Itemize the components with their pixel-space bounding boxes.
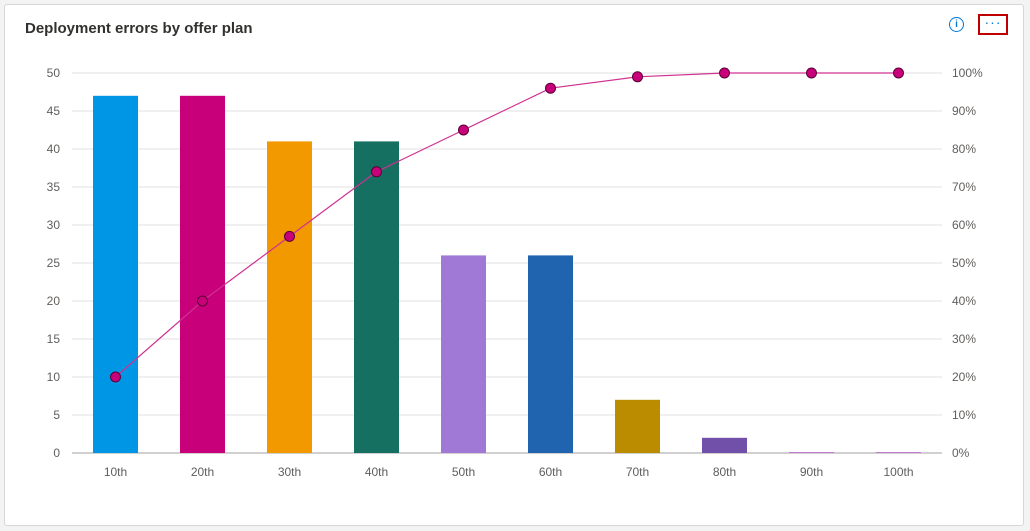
bar [702,437,747,453]
info-icon[interactable]: i [949,17,964,32]
line-marker [719,67,730,79]
y-tick-label: 45 [47,104,61,118]
y2-tick-label: 50% [952,256,976,270]
x-tick-label: 40th [365,465,388,479]
bar [267,141,312,453]
bar [441,255,486,453]
y-tick-label: 40 [47,142,61,156]
y-tick-label: 50 [47,66,61,80]
line-marker [632,71,643,83]
x-tick-label: 30th [278,465,301,479]
y2-tick-label: 60% [952,218,976,232]
chart-card: Deployment errors by offer plan [4,4,1024,526]
chart-title: Deployment errors by offer plan [25,20,253,37]
bar [354,141,399,453]
y-tick-label: 10 [47,370,61,384]
bar [180,95,225,454]
y2-tick-label: 90% [952,104,976,118]
y2-tick-label: 0% [952,446,970,460]
more-options-button[interactable]: ··· [978,14,1008,35]
bar [615,399,660,453]
line-marker [197,295,208,307]
y-tick-label: 15 [47,332,61,346]
line-marker [545,82,556,94]
y-tick-label: 25 [47,256,61,270]
x-tick-label: 10th [104,465,127,479]
x-tick-label: 90th [800,465,823,479]
y-tick-label: 0 [53,446,60,460]
y2-tick-label: 10% [952,408,976,422]
x-tick-label: 80th [713,465,736,479]
x-tick-label: 70th [626,465,649,479]
line-marker [893,67,904,79]
y2-tick-label: 20% [952,370,976,384]
y2-tick-label: 70% [952,180,976,194]
y2-tick-label: 30% [952,332,976,346]
line-marker [110,371,121,383]
line-marker [284,230,295,242]
line-marker [458,124,469,136]
y2-tick-label: 40% [952,294,976,308]
bar [876,452,921,453]
bar [93,95,138,454]
y-tick-label: 5 [53,408,60,422]
x-tick-label: 60th [539,465,562,479]
y2-tick-label: 80% [952,142,976,156]
bar [528,255,573,453]
y-tick-label: 20 [47,294,61,308]
bar [789,452,834,453]
x-tick-label: 100th [883,465,913,479]
line-marker [371,166,382,178]
cumulative-line [115,72,899,378]
x-tick-label: 20th [191,465,214,479]
y-tick-label: 35 [47,180,61,194]
y-tick-label: 30 [47,218,61,232]
x-tick-label: 50th [452,465,475,479]
y2-tick-label: 100% [952,66,983,80]
line-marker [806,67,817,79]
